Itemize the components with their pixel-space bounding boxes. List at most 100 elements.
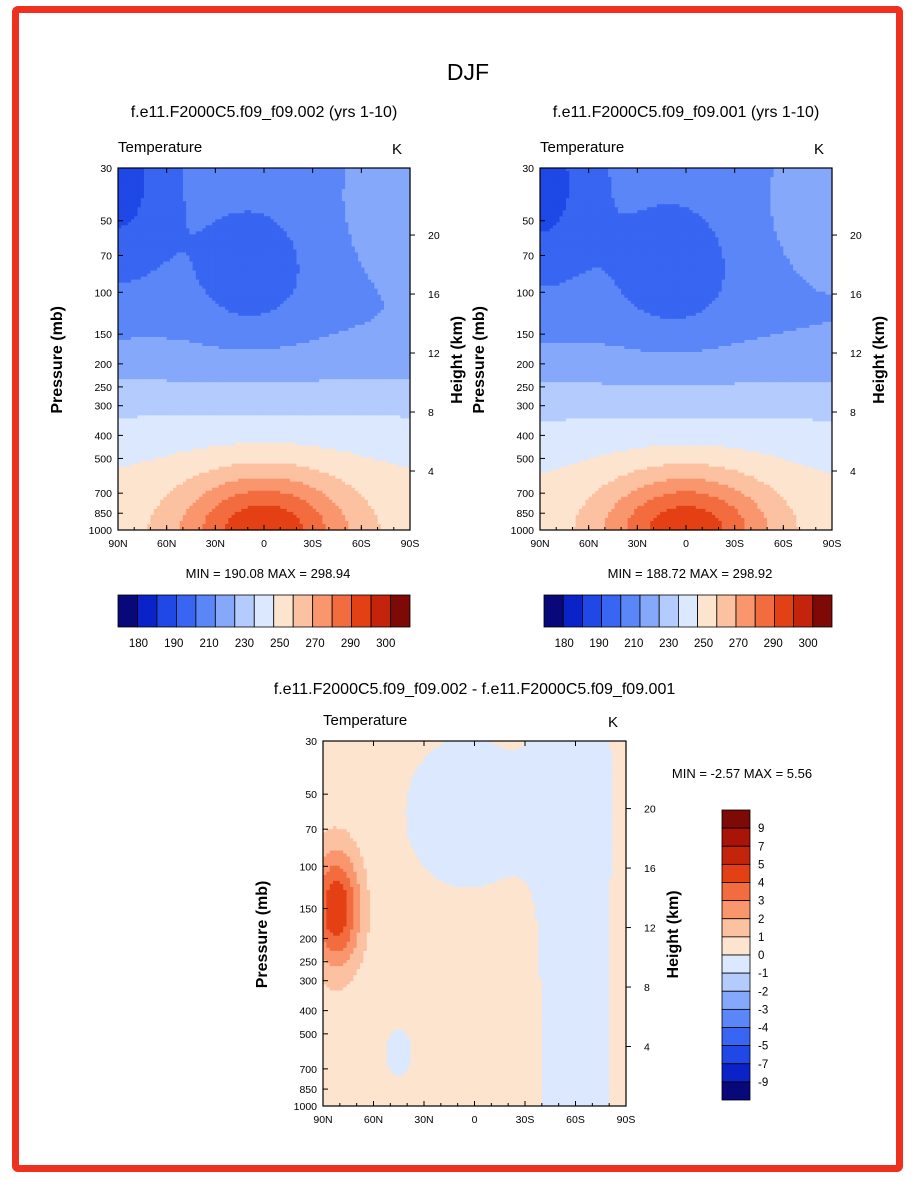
colorbar-label: 9 — [758, 823, 764, 835]
y-right-tick-label: 20 — [644, 804, 656, 816]
colorbar-swatch — [118, 595, 137, 627]
colorbar-label: -1 — [758, 968, 768, 980]
y-tick-label: 100 — [94, 287, 112, 299]
x-tick-label: 90S — [823, 538, 842, 550]
y-tick-label: 1000 — [89, 525, 113, 537]
y-right-tick-label: 4 — [428, 466, 434, 478]
colorbar-swatch — [722, 1009, 750, 1027]
y-tick-label: 30 — [522, 163, 534, 175]
colorbar-swatch — [391, 595, 410, 627]
y-right-axis-title: Height (km) — [665, 890, 682, 978]
y-right-tick-label: 8 — [428, 407, 434, 419]
units-label: K — [392, 141, 402, 158]
panels: f.e11.F2000C5.f09_f09.002 (yrs 1-10)3050… — [49, 104, 888, 1126]
y-tick-label: 400 — [516, 430, 534, 442]
x-tick-label: 30S — [725, 538, 744, 550]
colorbar-swatch — [717, 595, 736, 627]
colorbar-swatch — [313, 595, 332, 627]
y-tick-label: 250 — [516, 382, 534, 394]
y-right-tick-label: 16 — [644, 863, 656, 875]
colorbar-label: -4 — [758, 1023, 769, 1035]
colorbar-swatch — [722, 973, 750, 991]
colorbar-label: -3 — [758, 1004, 768, 1016]
y-right-tick-label: 12 — [428, 348, 440, 360]
colorbar-swatch — [640, 595, 659, 627]
y-tick-label: 70 — [522, 250, 534, 262]
variable-label: Temperature — [540, 139, 624, 156]
y-tick-label: 400 — [299, 1006, 317, 1018]
x-tick-label: 30S — [516, 1114, 535, 1126]
colorbar-swatch — [371, 595, 390, 627]
x-tick-label: 0 — [683, 538, 689, 550]
y-tick-label: 400 — [94, 430, 112, 442]
colorbar-swatch — [293, 595, 312, 627]
chart-panel-2: f.e11.F2000C5.f09_f09.001 (yrs 1-10) 30 50… — [471, 104, 888, 650]
colorbar-swatch — [722, 828, 750, 846]
y-tick-label: 50 — [305, 789, 317, 801]
figure-title: DJF — [447, 59, 489, 85]
min-max-stats: MIN = -2.57 MAX = 5.56 — [672, 766, 812, 781]
y-right-tick-label: 20 — [850, 230, 862, 242]
y-tick-label: 150 — [94, 329, 112, 341]
colorbar-swatch — [755, 595, 774, 627]
x-tick-label: 30N — [414, 1114, 433, 1126]
y-tick-label: 850 — [516, 508, 534, 520]
x-tick-label: 0 — [472, 1114, 478, 1126]
colorbar-swatch — [722, 1046, 750, 1064]
colorbar-label: 0 — [758, 950, 764, 962]
colorbar-swatch — [678, 595, 697, 627]
x-tick-label: 60S — [566, 1114, 585, 1126]
colorbar-swatch — [582, 595, 601, 627]
y-right-tick-label: 16 — [850, 289, 862, 301]
colorbar-label: 270 — [306, 638, 325, 650]
colorbar-swatch — [215, 595, 234, 627]
colorbar-label: 300 — [799, 638, 818, 650]
y-right-tick-label: 16 — [428, 289, 440, 301]
y-tick-label: 150 — [516, 329, 534, 341]
panel-title: f.e11.F2000C5.f09_f09.002 - f.e11.F2000C… — [274, 681, 676, 698]
colorbar-swatch — [722, 1028, 750, 1046]
colorbar-label: 290 — [764, 638, 783, 650]
colorbar-swatch — [722, 1082, 750, 1100]
x-tick-label: 90S — [401, 538, 420, 550]
y-tick-label: 30 — [305, 736, 317, 748]
y-axis-title: Pressure (mb) — [49, 306, 66, 414]
x-tick-label: 30S — [303, 538, 322, 550]
y-tick-label: 150 — [299, 904, 317, 916]
x-tick-label: 90N — [530, 538, 549, 550]
y-tick-label: 1000 — [511, 525, 535, 537]
colorbar-swatch — [722, 864, 750, 882]
colorbar-swatch — [137, 595, 156, 627]
colorbar-swatch — [722, 991, 750, 1009]
contour-field — [323, 741, 627, 1107]
y-axis-title: Pressure (mb) — [254, 881, 271, 989]
variable-label: Temperature — [118, 139, 202, 156]
y-tick-label: 300 — [94, 401, 112, 413]
colorbar-swatch — [254, 595, 273, 627]
colorbar-label: 230 — [659, 638, 678, 650]
y-tick-label: 250 — [94, 382, 112, 394]
colorbar-swatch — [813, 595, 832, 627]
units-label: K — [608, 714, 618, 731]
y-right-tick-label: 12 — [644, 923, 656, 935]
y-tick-label: 850 — [94, 508, 112, 520]
colorbar-swatch — [722, 810, 750, 828]
colorbar-swatch — [352, 595, 371, 627]
variable-label: Temperature — [323, 712, 407, 729]
x-tick-label: 60N — [157, 538, 176, 550]
y-right-tick-label: 8 — [850, 407, 856, 419]
chart-panel-1: f.e11.F2000C5.f09_f09.002 (yrs 1-10)3050… — [49, 104, 466, 650]
colorbar-label: 180 — [555, 638, 574, 650]
y-tick-label: 500 — [299, 1029, 317, 1041]
y-right-tick-label: 12 — [850, 348, 862, 360]
y-tick-label: 100 — [299, 861, 317, 873]
y-tick-label: 30 — [100, 163, 112, 175]
panel-title: f.e11.F2000C5.f09_f09.001 (yrs 1-10) — [553, 104, 820, 121]
colorbar-label: 230 — [235, 638, 254, 650]
colorbar-label: 190 — [164, 638, 183, 650]
y-tick-label: 500 — [516, 453, 534, 465]
x-tick-label: 60N — [579, 538, 598, 550]
colorbar-swatch — [602, 595, 621, 627]
y-right-axis-title: Height (km) — [449, 316, 466, 404]
